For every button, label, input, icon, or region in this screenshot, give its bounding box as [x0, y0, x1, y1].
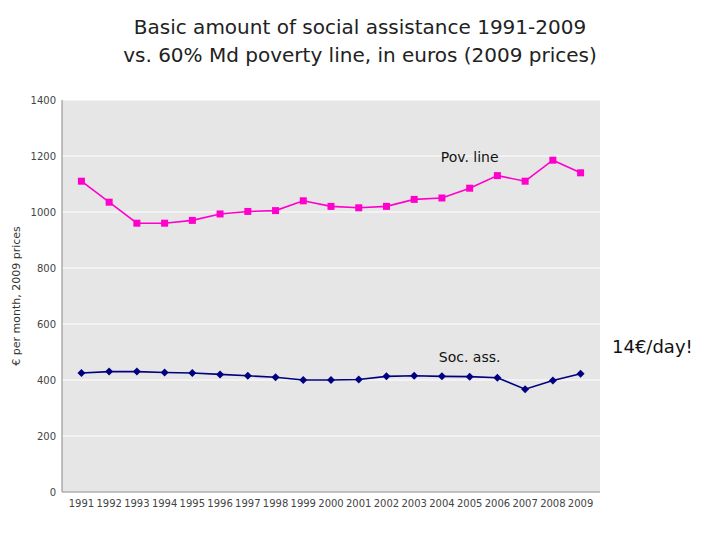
y-axis-label: € per month, 2009 prices: [10, 226, 23, 366]
x-tick-label: 1991: [69, 498, 94, 509]
x-tick-label: 2006: [485, 498, 510, 509]
series-marker: [466, 373, 474, 381]
y-tick-label: 400: [37, 375, 56, 386]
x-tick-label: 2005: [457, 498, 482, 509]
title: Basic amount of social assistance 1991-2…: [134, 15, 586, 39]
x-tick-label: 2003: [401, 498, 426, 509]
grid-line: [62, 268, 600, 269]
series-marker: [188, 369, 196, 377]
series-marker: [105, 368, 113, 376]
y-tick-label: 1000: [31, 207, 56, 218]
grid-line: [62, 436, 600, 437]
x-tick-label: 2009: [568, 498, 593, 509]
x-axis-line: [62, 492, 600, 493]
series-marker: [300, 197, 307, 204]
y-tick-label: 1400: [31, 95, 56, 106]
x-tick-label: 1996: [207, 498, 232, 509]
series-marker: [106, 199, 113, 206]
x-tick-label: 1994: [152, 498, 177, 509]
series-marker: [328, 203, 335, 210]
series-marker: [244, 372, 252, 380]
x-tick-label: 2000: [318, 498, 343, 509]
x-tick-label: 2002: [374, 498, 399, 509]
y-axis-line: [62, 100, 63, 492]
series-marker: [382, 372, 390, 380]
series-line: [81, 160, 580, 223]
series-marker: [410, 372, 418, 380]
series-marker: [133, 368, 141, 376]
series-marker: [216, 370, 224, 378]
series-marker: [299, 376, 307, 384]
series-marker: [78, 178, 85, 185]
series-marker: [383, 203, 390, 210]
x-tick-label: 1998: [263, 498, 288, 509]
x-tick-label: 1993: [124, 498, 149, 509]
series-marker: [466, 185, 473, 192]
grid-line: [62, 100, 600, 101]
series-label: Soc. ass.: [439, 349, 501, 365]
series-marker: [577, 169, 584, 176]
chart-svg: Basic amount of social assistance 1991-2…: [0, 0, 720, 540]
plot-area: [77, 157, 584, 394]
series-marker: [521, 385, 529, 393]
series-marker: [577, 370, 585, 378]
series-marker: [522, 178, 529, 185]
series-marker: [272, 207, 279, 214]
y-tick-label: 200: [37, 431, 56, 442]
series-marker: [327, 376, 335, 384]
annotation: 14€/day!: [612, 336, 693, 357]
plot-background: [62, 100, 600, 492]
series-marker: [244, 208, 251, 215]
series-marker: [494, 172, 501, 179]
y-tick-label: 1200: [31, 151, 56, 162]
x-tick-label: 2007: [512, 498, 537, 509]
x-tick-label: 1997: [235, 498, 260, 509]
grid-line: [62, 156, 600, 157]
series-line: [81, 372, 580, 390]
series-label: Pov. line: [441, 149, 499, 165]
series-marker: [217, 210, 224, 217]
x-tick-label: 2008: [540, 498, 565, 509]
series-marker: [549, 377, 557, 385]
series-marker: [493, 374, 501, 382]
x-tick-label: 1995: [180, 498, 205, 509]
series-marker: [133, 220, 140, 227]
series-marker: [161, 220, 168, 227]
series-marker: [161, 368, 169, 376]
series-marker: [189, 217, 196, 224]
series-marker: [77, 369, 85, 377]
x-tick-label: 2004: [429, 498, 454, 509]
series-marker: [438, 195, 445, 202]
subtitle: vs. 60% Md poverty line, in euros (2009 …: [123, 43, 597, 67]
x-tick-label: 2001: [346, 498, 371, 509]
grid-line: [62, 324, 600, 325]
y-tick-label: 0: [50, 487, 56, 498]
y-tick-label: 800: [37, 263, 56, 274]
chart-container: Basic amount of social assistance 1991-2…: [0, 0, 720, 540]
series-marker: [549, 157, 556, 164]
y-tick-label: 600: [37, 319, 56, 330]
series-marker: [355, 204, 362, 211]
series-marker: [272, 373, 280, 381]
grid-line: [62, 492, 600, 493]
x-tick-label: 1999: [291, 498, 316, 509]
x-tick-label: 1992: [96, 498, 121, 509]
grid-line: [62, 212, 600, 213]
series-marker: [411, 196, 418, 203]
series-marker: [355, 375, 363, 383]
series-marker: [438, 372, 446, 380]
